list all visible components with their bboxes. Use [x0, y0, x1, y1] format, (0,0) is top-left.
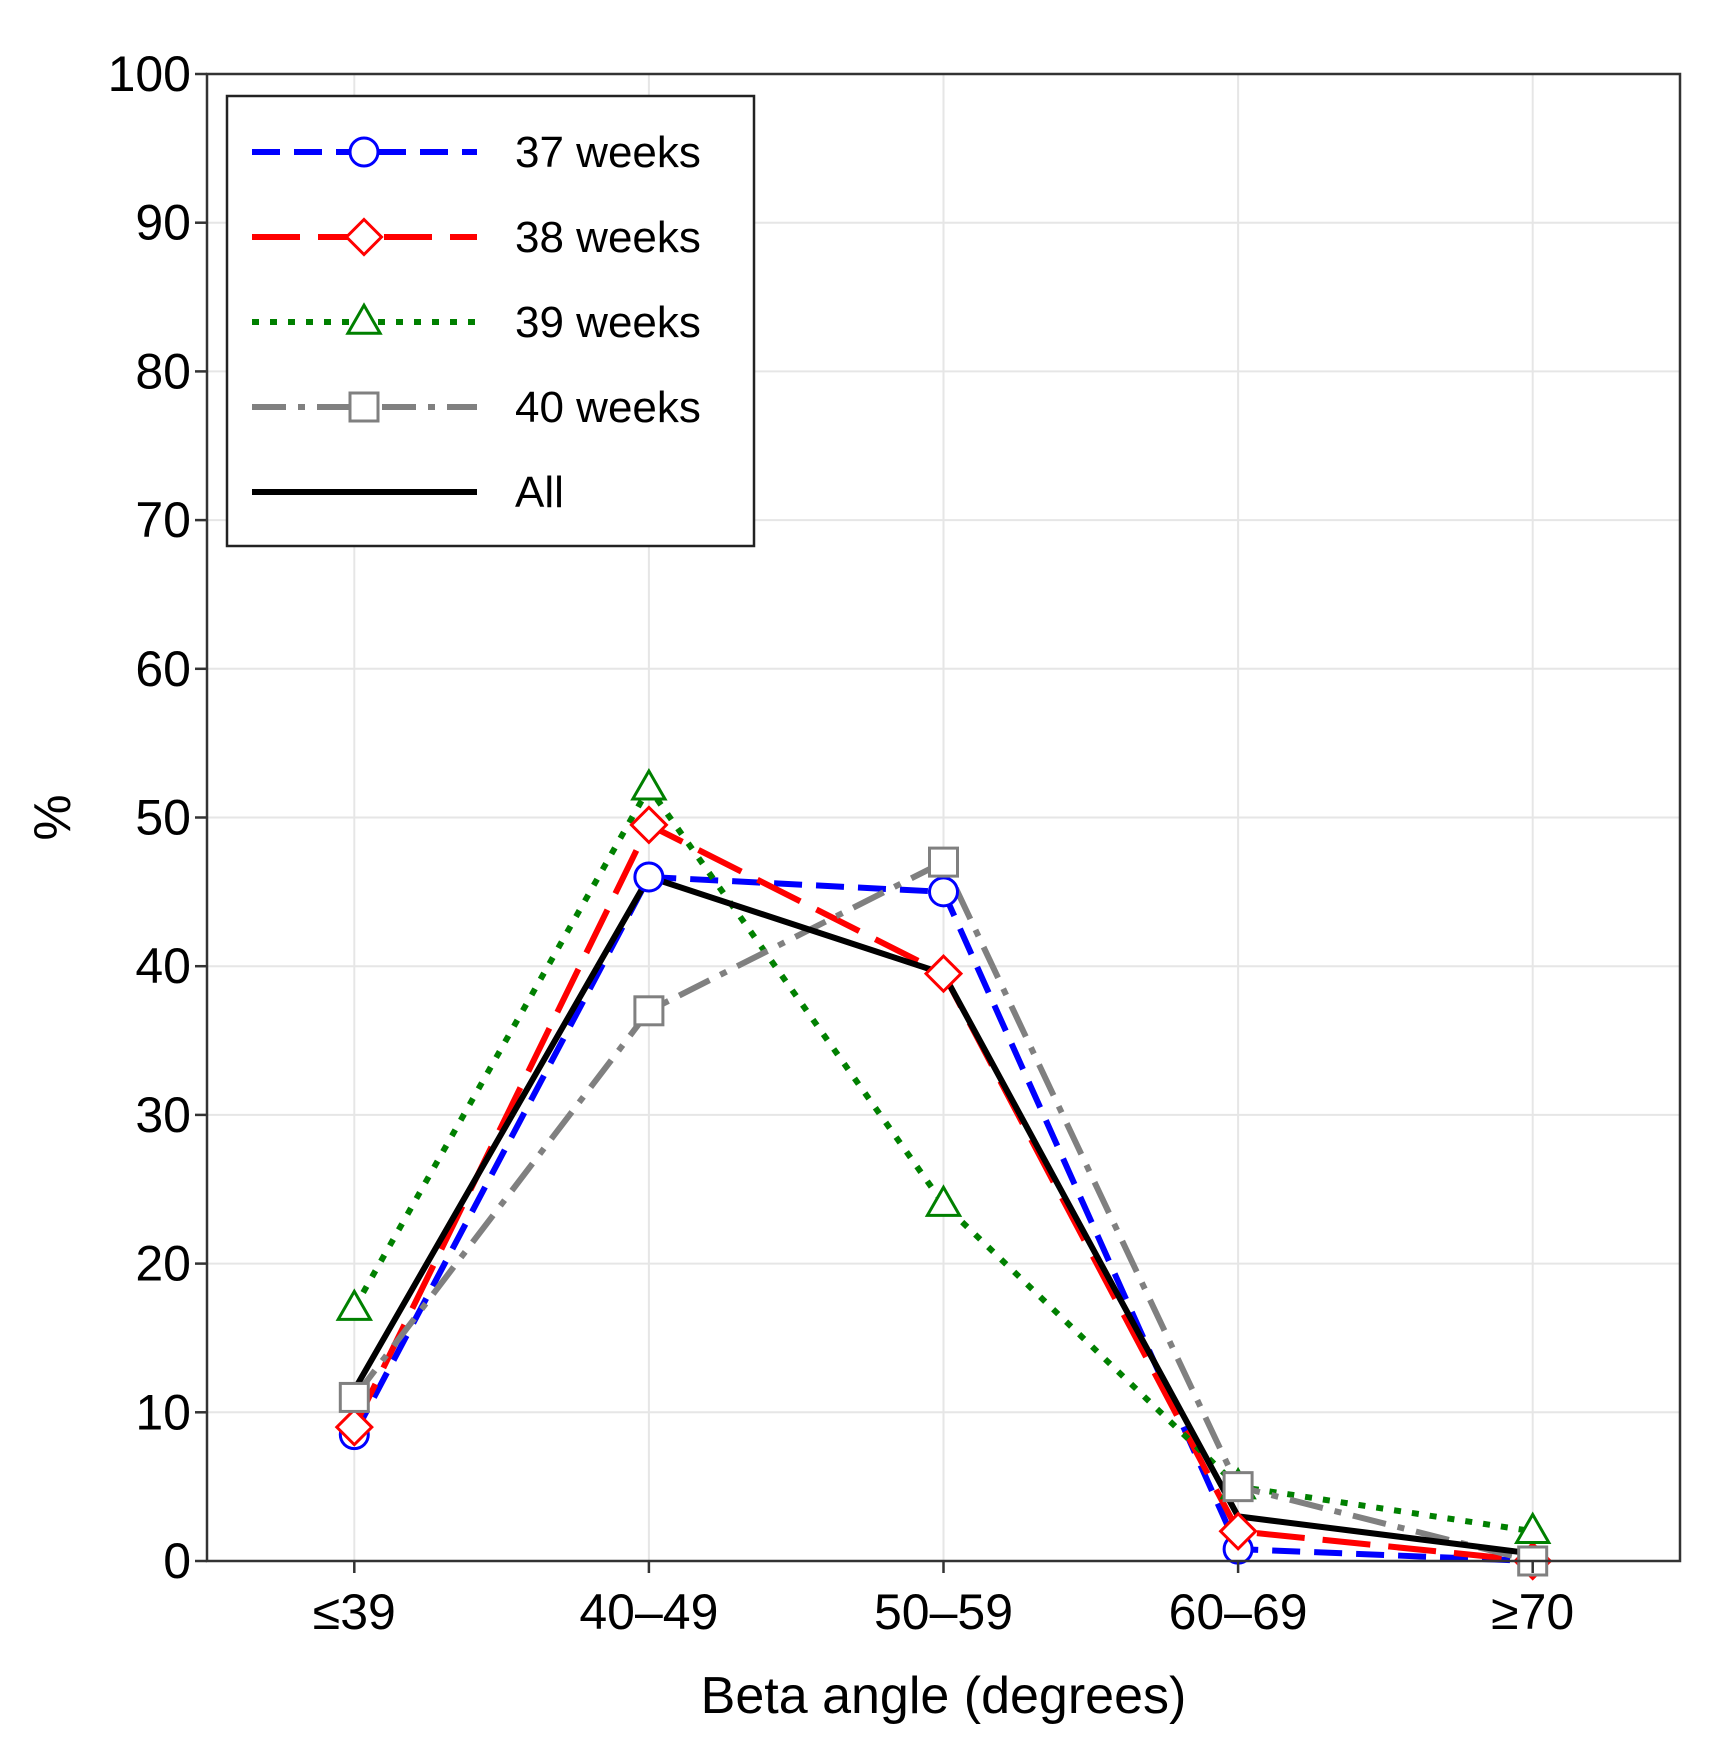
y-tick-label: 90	[135, 195, 191, 251]
x-tick-label: ≥70	[1491, 1584, 1574, 1640]
x-tick-label: 40–49	[579, 1584, 718, 1640]
data-point-39-weeks	[335, 1288, 373, 1321]
legend-label-37-weeks: 37 weeks	[515, 128, 701, 177]
y-tick-label: 80	[135, 343, 191, 399]
legend-marker-40-weeks	[348, 391, 380, 423]
y-tick-label: 30	[135, 1087, 191, 1143]
series-line-39-weeks	[351, 784, 1534, 1535]
legend-label-39-weeks: 39 weeks	[515, 298, 701, 347]
series-line-40-weeks	[351, 859, 1534, 1564]
legend-label-40-weeks: 40 weeks	[515, 383, 701, 432]
data-point-38-weeks	[1218, 1511, 1258, 1551]
x-axis-title: Beta angle (degrees)	[701, 1667, 1187, 1725]
x-axis-ticks: ≤39 40–49 50–59 60–69 ≥70	[313, 1561, 1574, 1640]
y-tick-label: 10	[135, 1384, 191, 1440]
y-axis-title: %	[24, 794, 82, 840]
data-point-39-weeks	[924, 1184, 963, 1217]
y-tick-label: 40	[135, 938, 191, 994]
data-point-40-weeks	[338, 1381, 370, 1413]
y-tick-label: 20	[135, 1236, 191, 1292]
data-point-39-weeks	[1514, 1511, 1552, 1544]
y-tick-label: 0	[163, 1533, 191, 1589]
series-markers	[334, 767, 1553, 1581]
legend-label-all: All	[515, 468, 564, 517]
legend-marker-38-weeks	[344, 217, 384, 257]
data-point-39-weeks	[630, 767, 668, 801]
legend-marker-39-weeks	[345, 302, 383, 335]
legend: 37 weeks 38 weeks 39 weeks 40 weeks All	[225, 94, 756, 548]
x-tick-label: 50–59	[874, 1584, 1013, 1640]
y-tick-label: 70	[135, 492, 191, 548]
y-tick-label: 100	[108, 46, 191, 102]
data-point-37-weeks	[928, 876, 959, 908]
y-tick-label: 50	[135, 790, 191, 846]
data-point-38-weeks	[629, 805, 669, 845]
legend-marker-37-weeks	[348, 136, 380, 168]
y-axis-ticks: 0 10 20 30 40 50 60 70 80 90 100	[108, 46, 207, 1589]
legend-label-38-weeks: 38 weeks	[515, 213, 701, 262]
data-point-40-weeks	[1222, 1471, 1254, 1503]
data-point-40-weeks	[928, 846, 959, 878]
data-point-40-weeks	[633, 995, 665, 1027]
y-tick-label: 60	[135, 641, 191, 697]
data-point-38-weeks	[334, 1407, 374, 1447]
legend-box	[225, 94, 756, 548]
x-tick-label: ≤39	[313, 1584, 396, 1640]
data-point-38-weeks	[923, 954, 964, 994]
data-point-37-weeks	[633, 861, 665, 893]
x-tick-label: 60–69	[1169, 1584, 1308, 1640]
